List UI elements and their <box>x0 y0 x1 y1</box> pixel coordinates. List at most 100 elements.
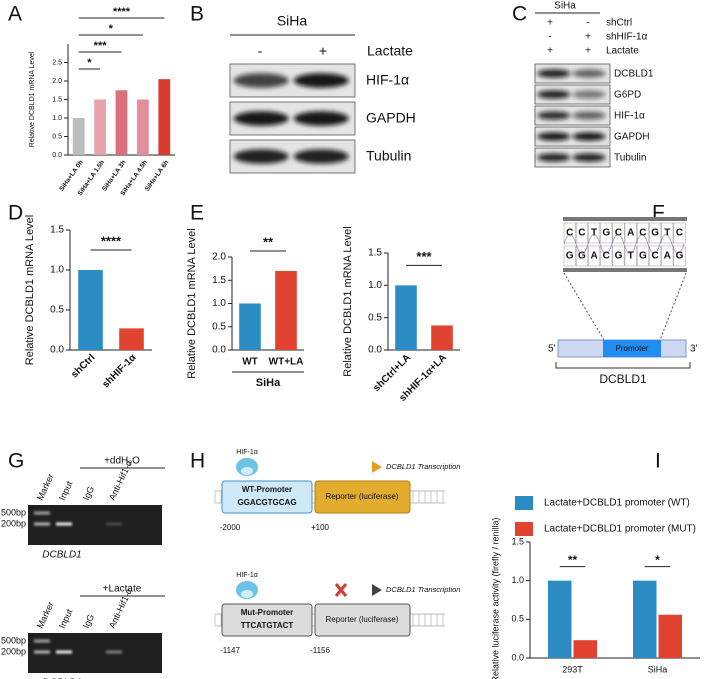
y-tick-label: 1.0 <box>52 115 62 122</box>
group-label: SiHa <box>256 377 281 389</box>
sequence-label: GGACGTGCAG <box>237 498 296 507</box>
gene-bracket <box>555 362 691 369</box>
protein-label: HIF-1α <box>614 111 645 122</box>
y-tick-label: 1.5 <box>511 536 524 546</box>
blot-band <box>572 111 606 120</box>
y-axis-title: Relative DCBLD1 mRNA Level <box>24 215 36 365</box>
block-x <box>334 583 348 597</box>
base-cell <box>600 222 613 244</box>
lane-label: Input <box>57 607 75 630</box>
y-tick-label: 2.5 <box>52 59 62 66</box>
base-cell <box>563 245 576 267</box>
base-cell <box>575 222 588 244</box>
row-label: Lactate <box>606 46 639 57</box>
gel-band <box>34 650 50 654</box>
blot-band <box>233 111 289 126</box>
row-label: shHIF-1α <box>606 32 648 43</box>
gene-label: DCBLD1 <box>42 550 81 561</box>
position-label: -1156 <box>310 646 330 655</box>
base: G <box>615 251 623 262</box>
y-tick-label: 0.5 <box>212 321 226 332</box>
blot-band <box>233 149 289 164</box>
base-cell <box>636 245 649 267</box>
sig-label: ** <box>568 553 578 567</box>
gel-band <box>56 650 72 654</box>
base: G <box>602 228 610 239</box>
bar <box>115 90 128 155</box>
base-cell <box>600 245 613 267</box>
base: T <box>664 228 670 239</box>
end-label: 5' <box>548 344 556 355</box>
base: A <box>664 251 671 262</box>
base: C <box>615 228 622 239</box>
protein-label: Tubulin <box>366 148 411 164</box>
lane-label: IgG <box>81 484 96 501</box>
y-tick-label: 1.0 <box>511 575 524 585</box>
base-cell <box>661 245 674 267</box>
promoter-label: Mut-Promoter <box>241 608 293 617</box>
reporter-label: Reporter (luciferase) <box>326 492 399 501</box>
x-tick-label: WT <box>242 357 258 368</box>
base: A <box>627 228 634 239</box>
base: T <box>628 251 634 262</box>
strand-bar <box>563 268 687 272</box>
blot-band <box>572 132 606 141</box>
protein-label: GAPDH <box>366 110 416 126</box>
y-tick-label: 0.5 <box>52 133 62 140</box>
x-tick-label: SiHa <box>648 664 668 674</box>
legend-swatch <box>515 496 533 510</box>
lane-sign: - <box>586 18 589 29</box>
row-label: shCtrl <box>606 18 632 29</box>
gene-label: DCBLD1 <box>599 372 647 386</box>
reporter-label: Reporter (luciferase) <box>326 615 399 624</box>
size-label: 500bp <box>1 507 26 517</box>
arrow-head <box>372 584 382 596</box>
protein-label: HIF-1α <box>366 72 409 88</box>
y-axis-title: Relative DCBLD1 mRNA Level <box>342 226 354 376</box>
lane-sign: + <box>547 46 553 57</box>
y-tick-label: 0.5 <box>511 614 524 624</box>
base-cell <box>575 245 588 267</box>
bar <box>658 614 682 658</box>
panel-letter: A <box>8 3 22 26</box>
hif-icon <box>241 467 253 475</box>
sequence-label: TTCATGTACT <box>241 621 294 630</box>
zoom-line <box>563 272 605 341</box>
zoom-line <box>659 272 687 341</box>
panel-letter: D <box>8 202 23 225</box>
y-tick-label: 1.5 <box>52 96 62 103</box>
y-tick-label: 2.0 <box>212 252 226 263</box>
size-label: 500bp <box>1 635 26 645</box>
y-tick-label: 0.5 <box>50 305 64 316</box>
bar <box>72 118 85 155</box>
base: G <box>578 251 586 262</box>
sig-label: **** <box>113 6 131 18</box>
y-tick-label: 0.0 <box>50 345 64 356</box>
blot-band <box>293 111 349 126</box>
x-tick-label: WT+LA <box>269 357 304 368</box>
y-tick-label: 2.0 <box>52 78 62 85</box>
lane-sign: - <box>258 43 263 59</box>
bar <box>158 79 171 155</box>
y-axis-title: Relative DCBLD1 mRNA Level <box>29 51 36 147</box>
y-tick-label: 0.0 <box>212 345 226 356</box>
panel-letter: I <box>655 450 661 473</box>
y-tick-label: 0.0 <box>511 652 524 662</box>
blot-band <box>233 73 289 88</box>
arrow-head <box>372 461 382 473</box>
sig-label: **** <box>101 233 122 248</box>
base-cell <box>661 222 674 244</box>
legend-label: Lactate+DCBLD1 promoter (WT) <box>544 498 690 509</box>
size-label: 200bp <box>1 518 26 528</box>
lane-label: Marker <box>35 600 56 630</box>
y-tick-label: 0.5 <box>368 312 382 323</box>
x-tick-label: shCtrl <box>69 352 97 380</box>
base-cell <box>673 245 686 267</box>
protein-label: DCBLD1 <box>614 69 654 80</box>
sig-label: * <box>655 553 660 567</box>
base: C <box>603 251 610 262</box>
sig-label: * <box>87 57 92 69</box>
protein-label: G6PD <box>614 90 641 101</box>
bar <box>78 270 103 350</box>
bar <box>119 328 144 350</box>
